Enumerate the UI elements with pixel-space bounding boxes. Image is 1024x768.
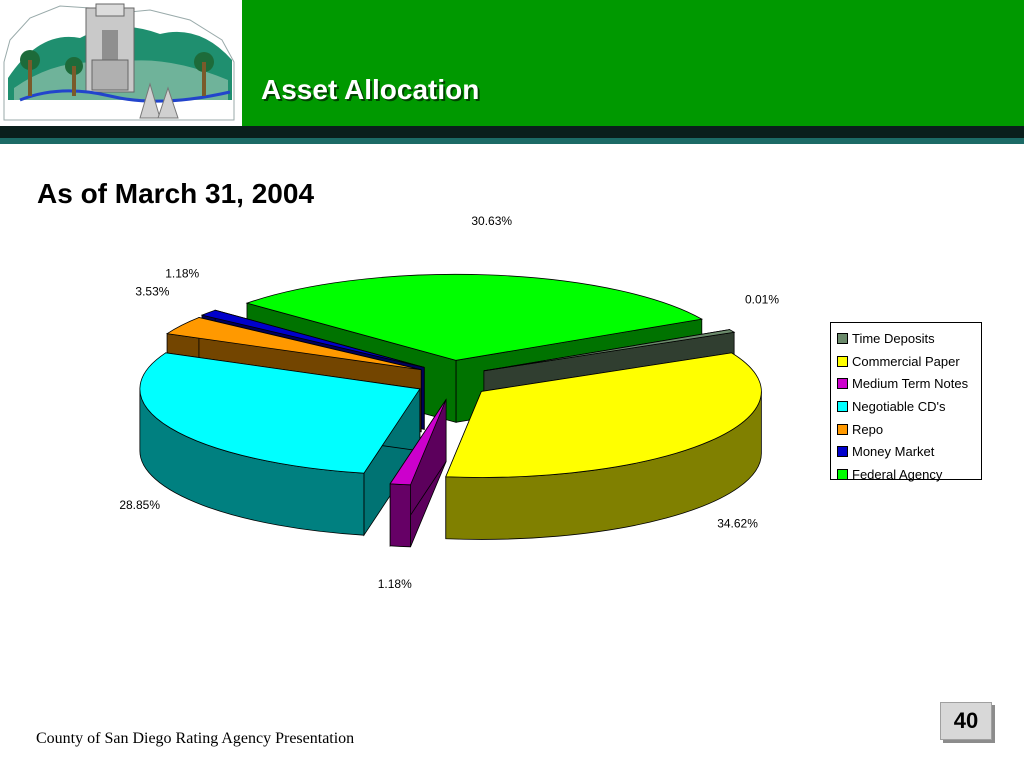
legend-label: Time Deposits: [852, 330, 935, 346]
legend-swatch: [837, 468, 848, 480]
title-bar: Asset Allocation: [240, 0, 1024, 126]
legend-label: Negotiable CD's: [852, 398, 946, 414]
legend-item: Negotiable CD's: [837, 395, 981, 418]
legend-swatch: [837, 378, 848, 390]
header-divider-teal: [0, 138, 1024, 144]
slice-value-label: 0.01%: [745, 292, 779, 306]
county-logo-image: [3, 3, 235, 121]
slice-value-label: 34.62%: [717, 517, 758, 531]
legend-item: Repo: [837, 418, 981, 441]
slice-value-label: 1.18%: [378, 577, 412, 591]
legend-label: Money Market: [852, 444, 935, 460]
legend-item: Money Market: [837, 440, 981, 463]
slice-value-label: 30.63%: [471, 214, 512, 228]
pie-slice-commercial-paper: [445, 352, 762, 540]
legend-swatch: [837, 332, 848, 344]
footer-text: County of San Diego Rating Agency Presen…: [36, 730, 355, 747]
slice-value-label: 28.85%: [119, 498, 160, 512]
county-logo: [0, 0, 238, 126]
slice-value-label: 3.53%: [135, 284, 169, 298]
slice-value-label: 1.18%: [165, 267, 199, 281]
legend-swatch: [837, 355, 848, 367]
legend-label: Repo: [852, 421, 884, 437]
legend-swatch: [837, 446, 848, 458]
legend-item: Time Deposits: [837, 327, 981, 350]
legend-label: Medium Term Notes: [852, 376, 969, 392]
legend-item: Federal Agency: [837, 463, 981, 486]
pie-slice-medium-term-notes: [389, 398, 447, 548]
as-of-date: As of March 31, 2004: [37, 178, 315, 209]
legend-swatch: [837, 423, 848, 435]
legend-item: Medium Term Notes: [837, 372, 981, 395]
legend-swatch: [837, 400, 848, 412]
pie-slice-negotiable-cd-s: [139, 352, 421, 537]
chart-legend: Time Deposits Commercial Paper Medium Term…: [830, 322, 982, 482]
legend-label: Commercial Paper: [852, 353, 960, 369]
slide-title: Asset Allocation: [261, 74, 480, 105]
header-divider-dark: [0, 126, 1024, 138]
page-number: 40: [940, 702, 992, 740]
legend-item: Commercial Paper: [837, 350, 981, 373]
legend-label: Federal Agency: [852, 466, 943, 482]
